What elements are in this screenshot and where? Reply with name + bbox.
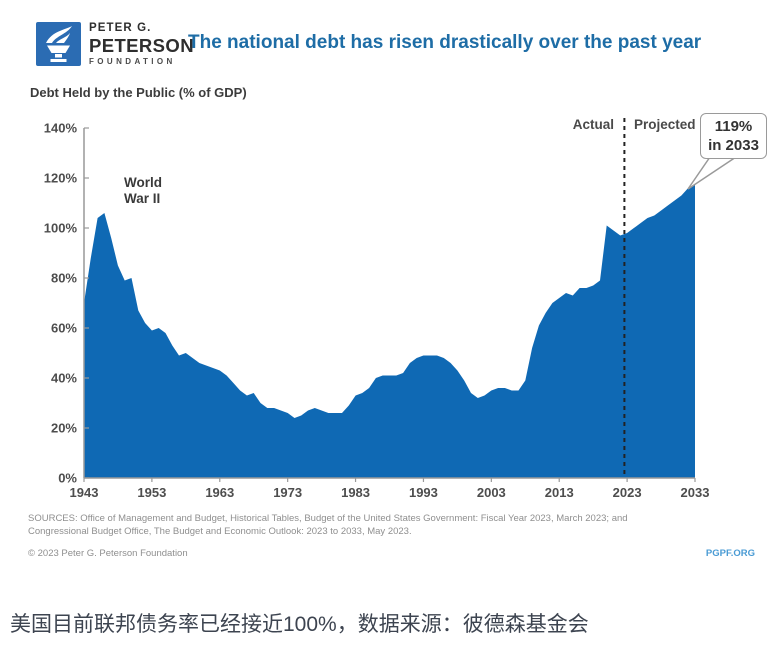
sources-line1: SOURCES: Office of Management and Budget… (28, 513, 628, 524)
logo-line2: PETERSON (89, 34, 194, 56)
svg-text:2033: 2033 (681, 485, 710, 500)
svg-text:2003: 2003 (477, 485, 506, 500)
svg-text:0%: 0% (58, 471, 77, 486)
wwii-line1: World (124, 175, 162, 190)
callout-bubble: 119% in 2033 (700, 113, 767, 159)
svg-text:1953: 1953 (137, 485, 166, 500)
logo-line3: FOUNDATION (89, 57, 176, 66)
svg-text:40%: 40% (51, 371, 77, 386)
sources-line2: Congressional Budget Office, The Budget … (28, 525, 412, 537)
svg-text:1963: 1963 (205, 485, 234, 500)
chart-subtitle: Debt Held by the Public (% of GDP) (30, 85, 247, 100)
page-title: The national debt has risen drastically … (188, 32, 702, 53)
actual-label: Actual (572, 117, 614, 132)
wwii-annotation: World War II (124, 175, 162, 207)
svg-text:1973: 1973 (273, 485, 302, 500)
svg-text:1993: 1993 (409, 485, 438, 500)
projected-label: Projected (634, 117, 696, 132)
pgpf-logo-icon (36, 22, 81, 66)
svg-text:1943: 1943 (70, 485, 99, 500)
svg-text:20%: 20% (51, 421, 77, 436)
svg-text:60%: 60% (51, 321, 77, 336)
svg-text:140%: 140% (44, 121, 78, 136)
svg-text:1983: 1983 (341, 485, 370, 500)
caption-text: 美国目前联邦债务率已经接近100%，数据来源：彼德森基金会 (10, 613, 589, 636)
chart-canvas: 0% 20% 40% 60% 80% 100% 120% 140% 1943 1953 1963 19… (44, 118, 739, 500)
debt-area-chart: 0% 20% 40% 60% 80% 100% 120% 140% 1943 1953 1963 19… (20, 105, 776, 505)
svg-text:2013: 2013 (545, 485, 574, 500)
torch-icon (46, 26, 72, 62)
pgpf-org-link[interactable]: PGPF.ORG (705, 548, 755, 559)
svg-text:80%: 80% (51, 271, 77, 286)
copyright-text: © 2023 Peter G. Peterson Foundation (28, 548, 188, 559)
svg-text:100%: 100% (44, 221, 78, 236)
wwii-line2: War II (124, 191, 161, 206)
svg-text:2023: 2023 (613, 485, 642, 500)
callout-value: 119% (714, 118, 753, 135)
svg-text:120%: 120% (44, 171, 78, 186)
pgpf-logo-text: PETER G. PETERSON FOUNDATION (89, 22, 194, 66)
logo-line1: PETER G. (89, 22, 152, 34)
callout-year: in 2033 (708, 137, 759, 154)
sources-text: SOURCES: Office of Management and Budget… (28, 513, 752, 538)
